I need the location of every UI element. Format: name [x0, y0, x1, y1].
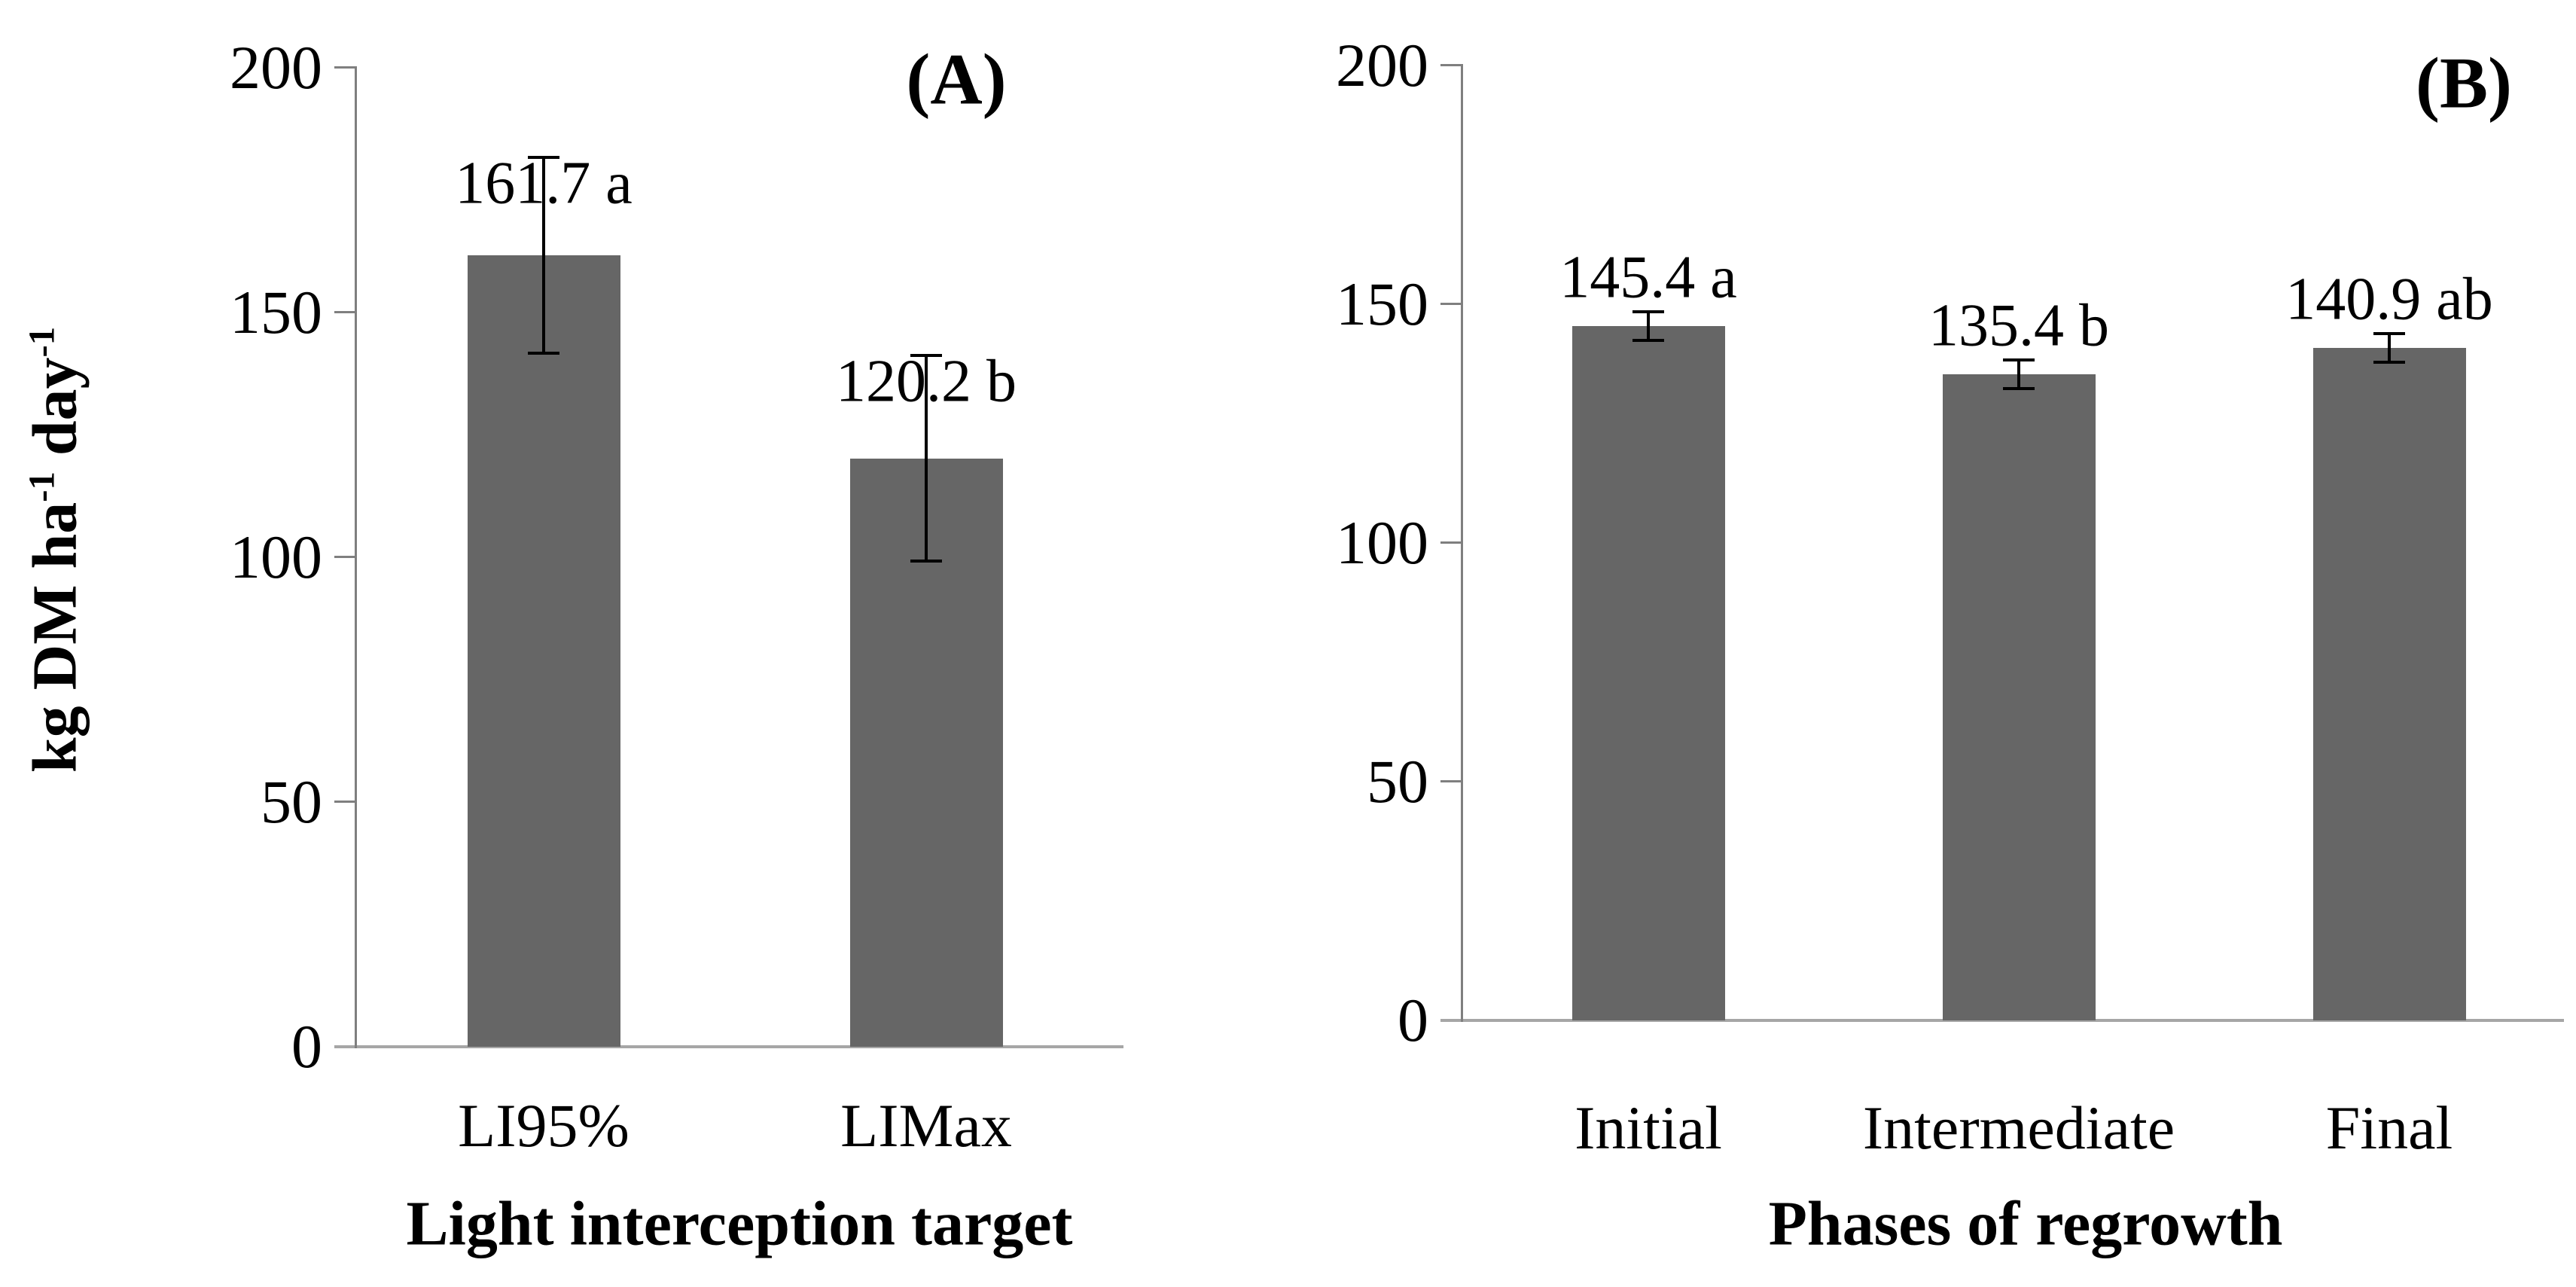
- error-bar-line: [542, 157, 545, 353]
- y-axis-tick: [1440, 780, 1463, 782]
- category-label: LIMax: [840, 1091, 1012, 1160]
- y-tick-label: 50: [1367, 747, 1428, 816]
- error-bar-line: [925, 355, 928, 562]
- error-bar-bottom-cap: [1632, 339, 1664, 343]
- y-axis-tick: [1440, 303, 1463, 305]
- y-tick-label: 0: [1398, 986, 1428, 1054]
- x-axis-title-light-interception: Light interception target: [406, 1188, 1073, 1259]
- bar: [1942, 374, 2096, 1020]
- error-bar-top-cap: [910, 354, 942, 358]
- error-bar-bottom-cap: [2373, 360, 2405, 364]
- error-bar-line: [2017, 359, 2020, 389]
- error-bar-top-cap: [1632, 310, 1664, 314]
- bar: [2312, 347, 2466, 1020]
- bar: [1572, 326, 1725, 1020]
- y-tick-label: 100: [1336, 508, 1428, 577]
- bar-value-label: 145.4 a: [1559, 244, 1737, 311]
- y-tick-label: 200: [230, 33, 322, 102]
- panel-a-label: (A): [906, 38, 1007, 120]
- bar-value-label: 135.4 b: [1928, 292, 2109, 359]
- y-axis-tick: [334, 801, 357, 803]
- x-axis-line: [334, 1045, 1123, 1048]
- y-axis-tick: [334, 556, 357, 558]
- category-label: Initial: [1575, 1093, 1722, 1162]
- x-axis-line: [1440, 1019, 2564, 1022]
- y-tick-label: 200: [1336, 31, 1428, 99]
- bar-value-label: 161.7 a: [455, 150, 633, 217]
- error-bar-top-cap: [528, 155, 559, 159]
- error-bar-bottom-cap: [910, 560, 942, 563]
- y-axis-tick: [1440, 64, 1463, 66]
- y-tick-label: 50: [261, 767, 322, 836]
- bar-value-label: 140.9 ab: [2285, 266, 2493, 333]
- category-label: Intermediate: [1862, 1093, 2175, 1162]
- y-tick-label: 100: [230, 523, 322, 591]
- y-tick-label: 150: [230, 278, 322, 346]
- y-axis-tick: [334, 311, 357, 313]
- error-bar-bottom-cap: [528, 351, 559, 355]
- y-axis-tick: [334, 66, 357, 69]
- y-tick-label: 150: [1336, 270, 1428, 338]
- error-bar-top-cap: [2003, 358, 2035, 361]
- x-axis-title-phases-of-regrowth: Phases of regrowth: [1768, 1188, 2283, 1259]
- error-bar-top-cap: [2373, 331, 2405, 335]
- category-label: Final: [2325, 1093, 2453, 1162]
- error-bar-bottom-cap: [2003, 386, 2035, 390]
- bar: [467, 255, 620, 1047]
- bar-value-label: 120.2 b: [836, 348, 1017, 415]
- category-label: LI95%: [458, 1091, 630, 1160]
- panel-b-label: (B): [2416, 42, 2512, 124]
- error-bar-line: [1647, 312, 1650, 341]
- y-axis-tick: [1440, 541, 1463, 544]
- y-tick-label: 0: [291, 1012, 322, 1081]
- error-bar-line: [2388, 333, 2391, 362]
